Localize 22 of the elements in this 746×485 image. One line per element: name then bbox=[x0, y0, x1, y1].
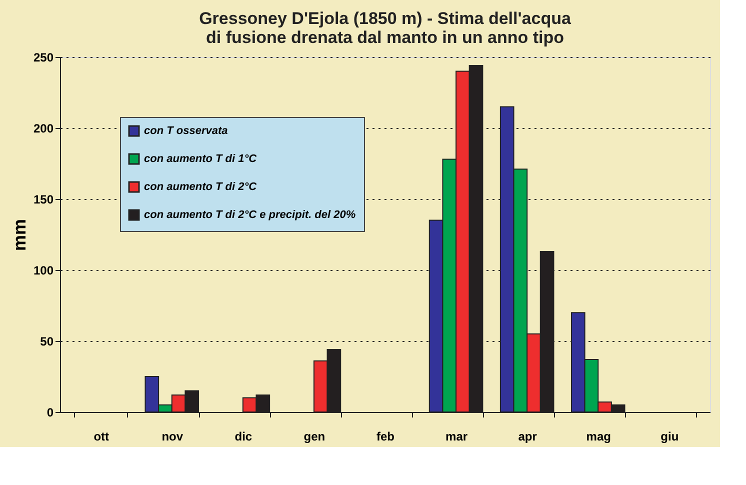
x-tick-label: giu bbox=[660, 430, 679, 444]
y-tick-label: 100 bbox=[33, 264, 54, 278]
x-tick-label: dic bbox=[234, 430, 252, 444]
x-tick-label: mag bbox=[586, 430, 611, 444]
x-tick-label: apr bbox=[518, 430, 538, 444]
legend-label: con aumento T di 1°C bbox=[144, 153, 258, 165]
text: Gressoney D'Ejola (1850 m) - Stima dell'acqua bbox=[199, 9, 571, 28]
x-tick-label: gen bbox=[304, 430, 326, 444]
legend-label: con T osservata bbox=[144, 125, 228, 137]
x-tick-label: mar bbox=[446, 430, 468, 444]
legend-label: con aumento T di 2°C e precipit. del 20% bbox=[144, 209, 356, 221]
y-tick-label: 0 bbox=[46, 406, 54, 420]
y-tick-label: 200 bbox=[33, 122, 54, 136]
y-tick-label: 50 bbox=[40, 334, 54, 348]
x-tick-label: nov bbox=[162, 430, 184, 444]
y-tick-label: 150 bbox=[33, 192, 54, 206]
x-tick-label: ott bbox=[94, 430, 110, 444]
y-tick-label: 250 bbox=[33, 50, 54, 64]
y-axis-title: mm bbox=[9, 218, 30, 252]
x-tick-label: feb bbox=[376, 430, 394, 444]
text: di fusione drenata dal manto in un anno tipo bbox=[206, 28, 564, 47]
legend-label: con aumento T di 2°C bbox=[144, 181, 258, 193]
